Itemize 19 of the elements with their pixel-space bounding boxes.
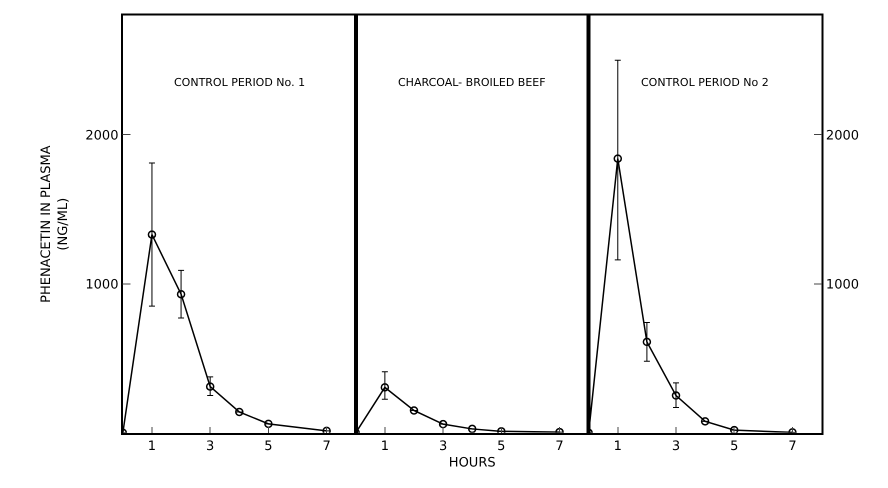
x-tick-label: 1 xyxy=(380,439,390,454)
text: CHARCOAL- BROILED BEEF xyxy=(398,76,546,89)
x-tick-label: 7 xyxy=(322,439,331,454)
x-tick-label: 5 xyxy=(497,439,506,454)
text: CONTROL PERIOD No. 1 xyxy=(174,76,306,89)
x-tick-label: 7 xyxy=(555,439,564,454)
x-tick-label: 3 xyxy=(206,439,214,454)
x-tick-label: 7 xyxy=(788,439,797,454)
x-tick-label: 5 xyxy=(730,439,738,454)
x-tick-label: 5 xyxy=(264,439,273,454)
x-tick-label: 3 xyxy=(438,439,448,454)
y2-tick-label: 2000 xyxy=(826,128,860,144)
x-tick-label: 1 xyxy=(614,439,622,454)
y2-tick-label: 1000 xyxy=(826,277,860,292)
x-tick-label: 3 xyxy=(672,439,680,454)
x-axis-title: HOURS xyxy=(448,455,496,470)
x-tick-label: 1 xyxy=(148,439,156,454)
text: CONTROL PERIOD No 2 xyxy=(641,76,769,89)
y-axis-title: PHENACETIN IN PLASMA (NG/ML) xyxy=(38,145,71,303)
